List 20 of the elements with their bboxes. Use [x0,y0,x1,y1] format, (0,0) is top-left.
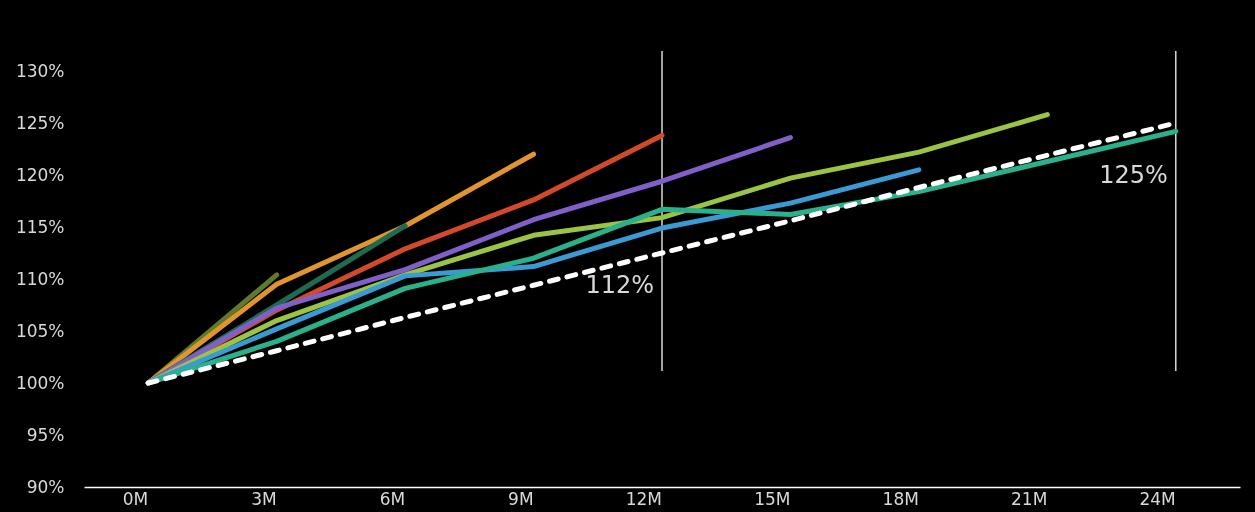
annotation: 125% [1099,161,1168,189]
x-tick-label: 6M [379,488,406,509]
x-tick-label: 3M [251,488,277,509]
y-tick-label: 130% [15,60,65,81]
y-tick-label: 100% [15,372,65,393]
x-tick-label: 18M [882,488,919,509]
y-tick-label: 90% [26,476,65,497]
x-tick-label: 9M [508,488,534,509]
y-tick-label: 125% [15,112,65,133]
y-tick-label: 110% [15,268,65,289]
x-tick-label: 21M [1011,488,1048,509]
x-tick-label: 0M [122,488,149,509]
x-tick-label: 15M [754,488,791,509]
y-tick-label: 95% [26,424,65,445]
y-tick-label: 105% [15,320,65,341]
y-tick-label: 120% [15,164,65,185]
x-tick-label: 12M [625,488,662,509]
x-tick-label: 24M [1139,488,1176,509]
y-tick-label: 115% [15,216,65,237]
annotation: 112% [585,271,654,299]
